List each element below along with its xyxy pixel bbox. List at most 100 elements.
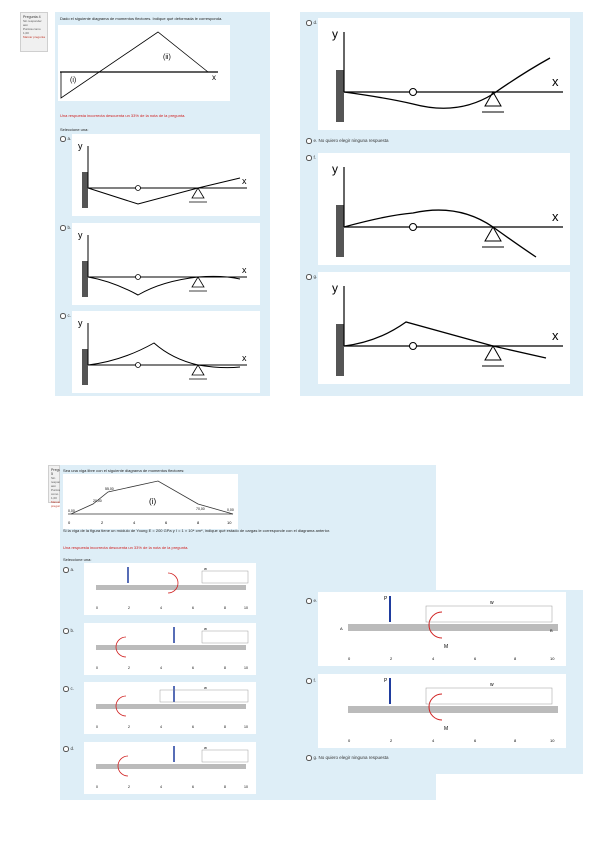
question-number: Pregunta 4 [23, 15, 41, 19]
svg-text:8: 8 [224, 725, 226, 729]
flag-question-button[interactable]: Marcar pregunta [51, 500, 63, 508]
option-e-figure: P M w A B 0 2 4 6 8 10 [318, 592, 566, 666]
option-b[interactable]: b. [63, 628, 74, 634]
svg-text:2: 2 [390, 738, 393, 743]
option-d[interactable]: d. [63, 746, 74, 752]
svg-text:10: 10 [227, 520, 232, 525]
svg-text:6: 6 [192, 785, 194, 789]
flag-question-button[interactable]: Marcar pregunta [23, 35, 46, 39]
svg-text:P: P [384, 678, 388, 684]
svg-text:10: 10 [550, 656, 555, 661]
svg-text:10: 10 [244, 725, 248, 729]
svg-text:0: 0 [96, 666, 98, 670]
radio-f[interactable] [306, 155, 312, 161]
radio-c[interactable] [60, 313, 66, 319]
svg-text:6: 6 [192, 725, 194, 729]
svg-text:2: 2 [128, 606, 130, 610]
region-label: (i) [70, 77, 76, 84]
option-b-figure: w 0 2 4 6 8 10 [84, 623, 256, 675]
option-e[interactable]: e. No quiero elegir ninguna respuesta [306, 138, 389, 144]
option-d-figure: y x [318, 18, 570, 130]
svg-text:8: 8 [197, 520, 200, 525]
svg-text:4: 4 [133, 520, 136, 525]
svg-text:8: 8 [224, 666, 226, 670]
axis-y-label: y [78, 141, 83, 151]
axis-x-label: x [552, 328, 559, 343]
warning-text: Una respuesta incorrecta descuenta un 33… [60, 113, 186, 118]
radio-e[interactable] [306, 138, 312, 144]
svg-text:0,00: 0,00 [68, 509, 75, 513]
region-label: (ii) [163, 54, 171, 61]
select-label: Seleccione una: [63, 557, 92, 562]
option-a[interactable]: a. [63, 567, 74, 573]
question-points: Puntúa como 1,00 [23, 27, 41, 35]
question-number: Pregunta 5 [51, 468, 66, 476]
svg-text:w: w [490, 600, 494, 606]
question-prompt-2: Si la viga de la figura tiene un módulo … [63, 528, 331, 533]
svg-text:B: B [550, 628, 553, 633]
axis-x-label: x [242, 265, 247, 275]
axis-x-label: x [212, 73, 216, 82]
svg-text:55,00: 55,00 [105, 487, 114, 491]
svg-text:M: M [444, 644, 448, 650]
svg-text:8: 8 [224, 785, 226, 789]
svg-text:6: 6 [192, 666, 194, 670]
svg-text:A: A [340, 626, 343, 631]
svg-text:8: 8 [224, 606, 226, 610]
svg-text:10: 10 [244, 606, 248, 610]
svg-text:0,00: 0,00 [227, 508, 234, 512]
option-d[interactable]: d. [306, 20, 317, 26]
option-a[interactable]: a. [60, 136, 71, 142]
svg-text:70,00: 70,00 [196, 507, 205, 511]
svg-text:8: 8 [514, 656, 517, 661]
axis-x-label: x [552, 74, 559, 89]
svg-text:2: 2 [128, 725, 130, 729]
region-label: (i) [149, 497, 156, 506]
radio-g[interactable] [306, 274, 312, 280]
question-status: Sin responder aún [51, 476, 65, 488]
svg-text:4: 4 [160, 666, 162, 670]
option-c-figure: y x [72, 311, 260, 393]
option-f[interactable]: f. [306, 678, 316, 684]
svg-text:0: 0 [348, 738, 351, 743]
svg-text:10: 10 [550, 738, 555, 743]
svg-text:w: w [204, 626, 207, 631]
svg-text:6: 6 [474, 738, 477, 743]
svg-text:0: 0 [96, 785, 98, 789]
svg-text:0: 0 [348, 656, 351, 661]
axis-y-label: y [332, 162, 338, 176]
svg-text:10: 10 [244, 785, 248, 789]
option-c-figure: w 0 2 4 6 8 10 [84, 682, 256, 734]
moment-diagram-card: 0,00 20,00 55,00 70,00 0,00 (i) 0 2 4 6 … [63, 474, 238, 529]
axis-y-label: y [332, 27, 338, 41]
option-a-figure: w 0 2 4 6 8 10 [84, 563, 256, 615]
option-b[interactable]: b. [60, 225, 71, 231]
svg-text:6: 6 [474, 656, 477, 661]
moment-diagram: 0,00 20,00 55,00 70,00 0,00 (i) 0 2 4 6 … [68, 480, 234, 525]
svg-text:4: 4 [160, 785, 162, 789]
question-status: Sin responder aún [23, 19, 42, 27]
svg-text:8: 8 [514, 738, 517, 743]
option-g[interactable]: g. [306, 274, 317, 280]
moment-diagram: (i) (ii) x [60, 31, 218, 99]
svg-text:0: 0 [68, 520, 71, 525]
option-f-figure: P M w 0 2 4 6 8 10 [318, 674, 566, 748]
option-g-figure: y x [318, 272, 570, 384]
radio-b[interactable] [60, 225, 66, 231]
svg-text:M: M [444, 726, 448, 732]
radio-d[interactable] [306, 20, 312, 26]
option-e[interactable]: e. [306, 598, 317, 604]
svg-text:w: w [490, 682, 494, 688]
svg-text:10: 10 [244, 666, 248, 670]
option-f[interactable]: f. [306, 155, 316, 161]
option-g[interactable]: g. No quiero elegir ninguna respuesta [306, 755, 389, 761]
svg-text:w: w [204, 685, 207, 690]
radio-a[interactable] [60, 136, 66, 142]
option-b-figure: y x [72, 223, 260, 305]
axis-y-label: y [332, 281, 338, 295]
svg-text:20,00: 20,00 [93, 499, 102, 503]
svg-text:4: 4 [160, 725, 162, 729]
option-c[interactable]: c. [60, 313, 71, 319]
question-prompt: Dado el siguiente diagrama de momentos f… [60, 16, 223, 21]
option-c[interactable]: c. [63, 686, 74, 692]
